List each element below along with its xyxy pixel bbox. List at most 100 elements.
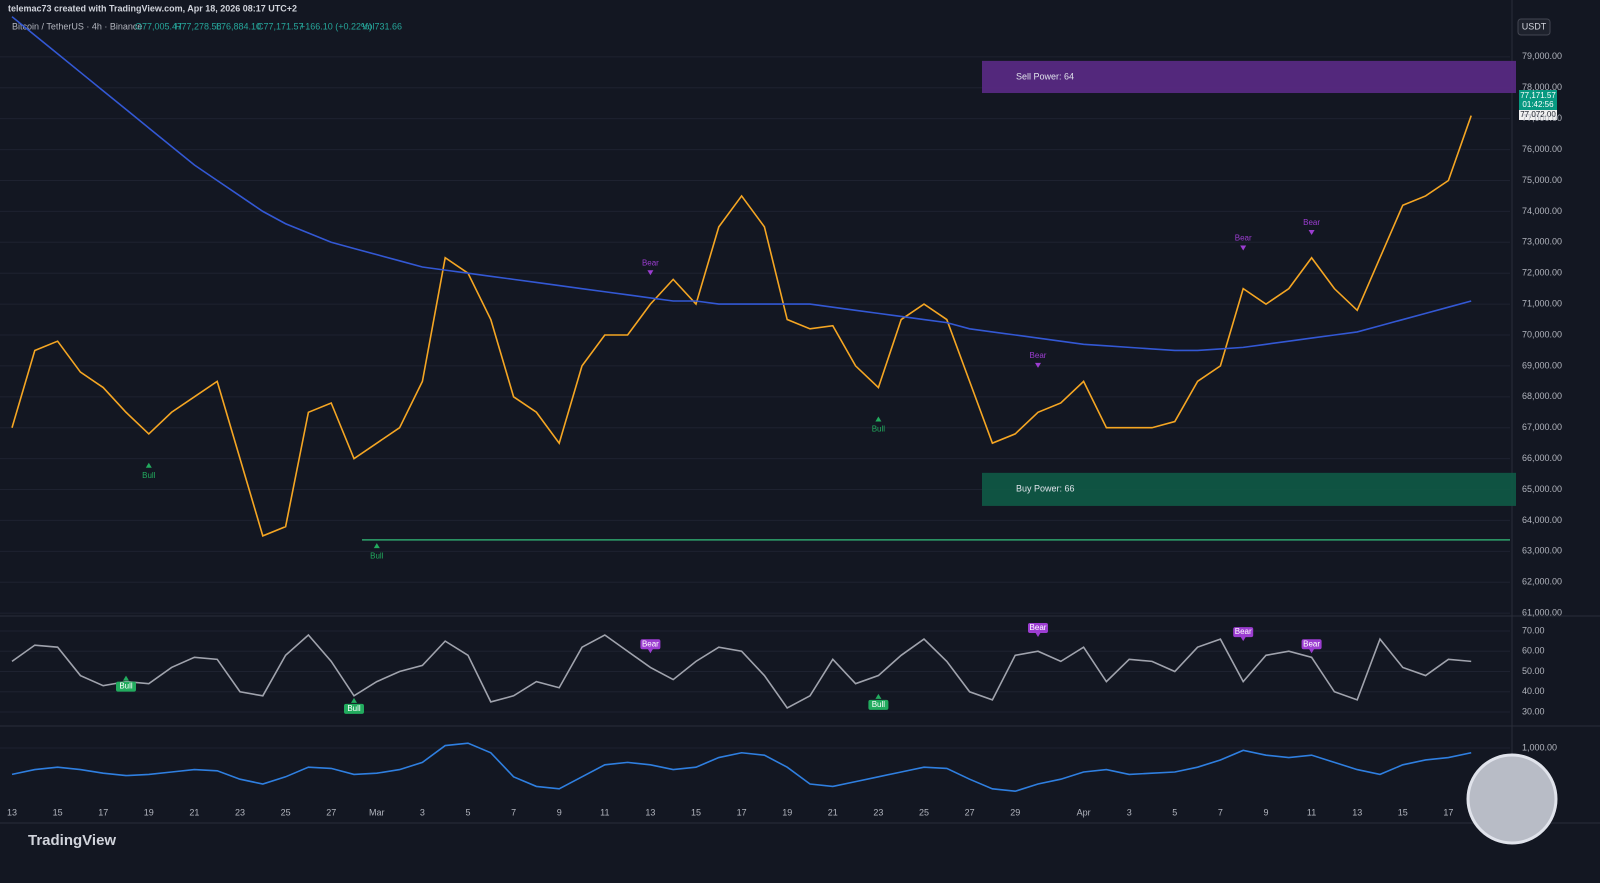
x-tick-label: 9 [557, 807, 562, 817]
signal-label: Bear [642, 258, 659, 267]
ohlc-close: C77,171.57 [257, 21, 304, 31]
x-tick-label: 7 [511, 807, 516, 817]
signal-label: Bull [119, 682, 133, 691]
y-tick-label: 61,000.00 [1522, 608, 1562, 618]
signal-label: Bear [1030, 351, 1047, 360]
signal-marker [1035, 362, 1041, 368]
zone [982, 60, 1516, 94]
countdown: 01:42:56 [1522, 100, 1554, 109]
signal-label-box [640, 639, 661, 650]
ohlc-change: +166.10 (+0.22%) [300, 21, 372, 31]
x-tick-label: 17 [737, 807, 747, 817]
y-tick-label: 67,000.00 [1522, 422, 1562, 432]
x-tick-label: 7 [1218, 807, 1223, 817]
series-line [11, 16, 1472, 352]
signal-label: Bull [347, 704, 361, 713]
x-tick-label: 5 [1172, 807, 1177, 817]
signal-marker [145, 462, 152, 468]
x-tick-label: Apr [1077, 807, 1091, 817]
x-tick-label: 11 [600, 807, 609, 817]
last-price: 77,171.57 [1520, 91, 1556, 100]
y-tick-label: 69,000.00 [1522, 360, 1562, 370]
y-tick-label: 65,000.00 [1522, 484, 1562, 494]
y-tick-label: 72,000.00 [1522, 268, 1562, 278]
avatar[interactable] [1466, 753, 1558, 845]
x-tick-label: 17 [1443, 807, 1453, 817]
x-tick-label: 5 [465, 807, 470, 817]
ohlc-open: O77,005.47 [135, 21, 182, 31]
signal-marker [647, 270, 654, 276]
series-line [11, 742, 1472, 793]
x-tick-label: 9 [1263, 807, 1268, 817]
x-tick-label: 3 [420, 807, 425, 817]
signal-label: Bull [872, 425, 886, 434]
signal-marker [647, 648, 654, 654]
volume: Vol731.66 [362, 21, 402, 31]
y-tick-label: 71,000.00 [1522, 298, 1562, 308]
x-tick-label: 23 [235, 807, 245, 817]
signal-label: Bull [142, 471, 156, 480]
signal-label: Bear [1030, 623, 1047, 632]
signal-label: Bear [1235, 627, 1252, 636]
signal-label-box [1233, 627, 1254, 638]
x-tick-label: 17 [98, 807, 108, 817]
x-tick-label: 25 [281, 807, 291, 817]
x-tick-label: 19 [782, 807, 792, 817]
x-tick-label: 27 [326, 807, 336, 817]
y-tick-label: 76,000.00 [1522, 144, 1562, 154]
y-tick-label: 63,000.00 [1522, 546, 1562, 556]
signal-marker [1240, 245, 1247, 251]
y-tick-label: 79,000.00 [1522, 51, 1562, 61]
symbol: Bitcoin / TetherUS · 4h · Binance [12, 21, 142, 31]
signal-marker [123, 675, 129, 681]
signal-label: Bear [642, 639, 659, 648]
x-tick-label: 27 [965, 807, 975, 817]
currency-box[interactable] [1517, 18, 1551, 36]
x-tick-label: 19 [144, 807, 154, 817]
logo[interactable]: TradingView [28, 832, 116, 849]
x-tick-label: 29 [1010, 807, 1020, 817]
currency[interactable]: USDT [1522, 21, 1547, 31]
signal-marker [1308, 230, 1315, 236]
x-tick-label: Mar [369, 807, 385, 817]
price-label-box [1519, 110, 1557, 120]
x-tick-label: 23 [873, 807, 883, 817]
x-tick-label: 15 [53, 807, 63, 817]
y-tick-label: 77,000.00 [1522, 113, 1562, 123]
signal-label: Bull [872, 700, 886, 709]
signal-marker [1308, 648, 1315, 654]
ohlc-high: H77,278.58 [175, 21, 222, 31]
zone-label: Buy Power: 66 [1016, 484, 1075, 494]
x-tick-label: 11 [1307, 807, 1316, 817]
zone [982, 472, 1516, 506]
y-tick-label: 30.00 [1522, 706, 1545, 716]
signal-marker [373, 543, 380, 549]
signal-marker [875, 693, 882, 699]
signal-label: Bear [1303, 218, 1320, 227]
y-tick-label: 64,000.00 [1522, 515, 1562, 525]
signal-label: Bear [1235, 234, 1252, 243]
x-tick-label: 15 [691, 807, 701, 817]
signal-label-box [344, 703, 364, 714]
x-tick-label: 21 [828, 807, 838, 817]
y-tick-label: 60.00 [1522, 646, 1545, 656]
attribution: telemac73 created with TradingView.com, … [8, 3, 297, 13]
y-tick-label: 78,000.00 [1522, 82, 1562, 92]
signal-label: Bear [1303, 639, 1320, 648]
signal-marker [1035, 632, 1041, 638]
y-tick-label: 62,000.00 [1522, 577, 1562, 587]
x-tick-label: 21 [189, 807, 199, 817]
signal-marker [1240, 636, 1247, 642]
x-tick-label: 15 [1398, 807, 1408, 817]
series-line [11, 115, 1472, 537]
signal-marker [351, 697, 357, 703]
signal-marker [875, 416, 882, 422]
signal-label-box [116, 681, 136, 692]
y-tick-label: 74,000.00 [1522, 206, 1562, 216]
signal-label-box [1028, 623, 1048, 634]
y-tick-label: 50.00 [1522, 666, 1545, 676]
signal-label-box [868, 699, 889, 710]
y-tick-label: 75,000.00 [1522, 175, 1562, 185]
y-tick-label: 73,000.00 [1522, 237, 1562, 247]
